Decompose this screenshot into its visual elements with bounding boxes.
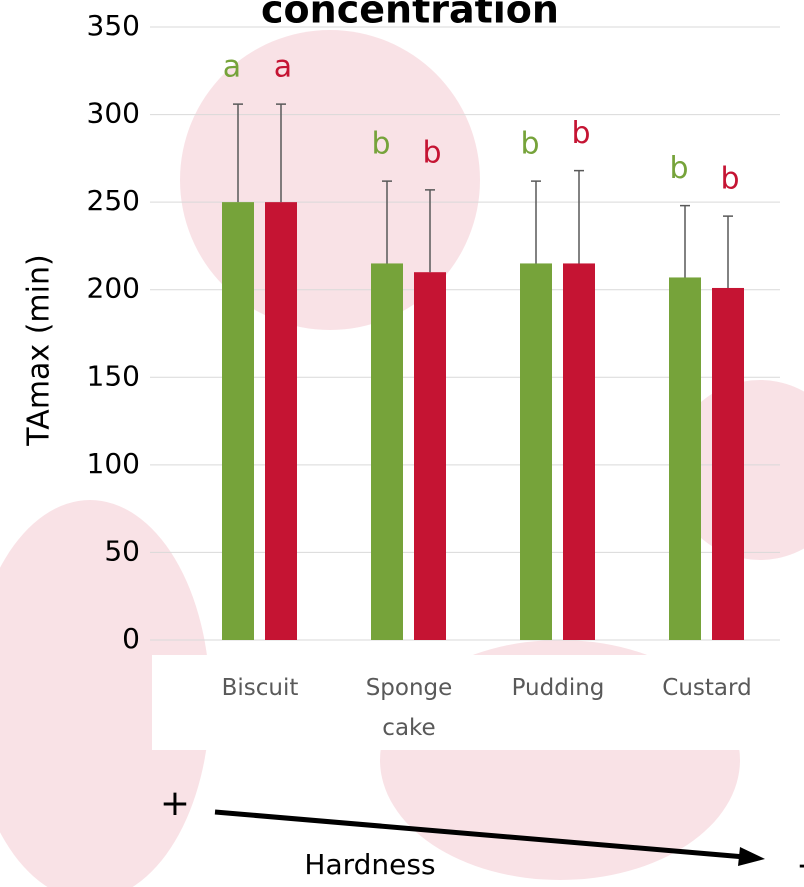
error-bar [425, 189, 435, 273]
arrow-head [738, 847, 765, 866]
annotation-hardness: Hardness [304, 848, 435, 881]
y-tick-label: 300 [87, 97, 140, 130]
significance-letter: b [422, 135, 441, 170]
y-tick-label: 0 [122, 622, 140, 655]
annotation-plus: + [160, 783, 190, 824]
y-tick-label: 50 [104, 534, 140, 567]
error-bar [276, 103, 286, 203]
category-panel [152, 655, 804, 750]
significance-letter: b [371, 127, 390, 162]
bar [563, 263, 595, 640]
significance-letter: b [520, 127, 539, 162]
significance-letter: b [571, 116, 590, 151]
y-axis-label: TAmax (min) [22, 254, 57, 446]
hardness-arrow [214, 809, 746, 860]
significance-letter: a [223, 50, 241, 85]
error-bar [723, 215, 733, 288]
bar [669, 277, 701, 640]
bar [520, 263, 552, 640]
y-tick-label: 150 [87, 359, 140, 392]
bar [222, 202, 254, 640]
bar [371, 263, 403, 640]
bar [712, 287, 744, 640]
bar [265, 202, 297, 640]
error-bar [680, 204, 690, 278]
x-tick-label: Custard [662, 675, 751, 701]
x-tick-label: Sponge cake [366, 675, 453, 741]
y-tick-label: 200 [87, 272, 140, 305]
error-bar [574, 169, 584, 264]
error-bar [382, 180, 392, 264]
x-tick-label: Pudding [512, 675, 605, 701]
error-bar [531, 180, 541, 264]
annotation-minus: - [798, 844, 804, 885]
y-tick-label: 350 [87, 9, 140, 42]
bar [414, 272, 446, 640]
y-tick-label: 250 [87, 184, 140, 217]
significance-letter: b [669, 151, 688, 186]
x-tick-label: Biscuit [222, 675, 299, 701]
y-tick-label: 100 [87, 447, 140, 480]
significance-letter: a [274, 50, 292, 85]
significance-letter: b [720, 162, 739, 197]
error-bar [233, 103, 243, 203]
chart-title: concentration [261, 0, 559, 32]
